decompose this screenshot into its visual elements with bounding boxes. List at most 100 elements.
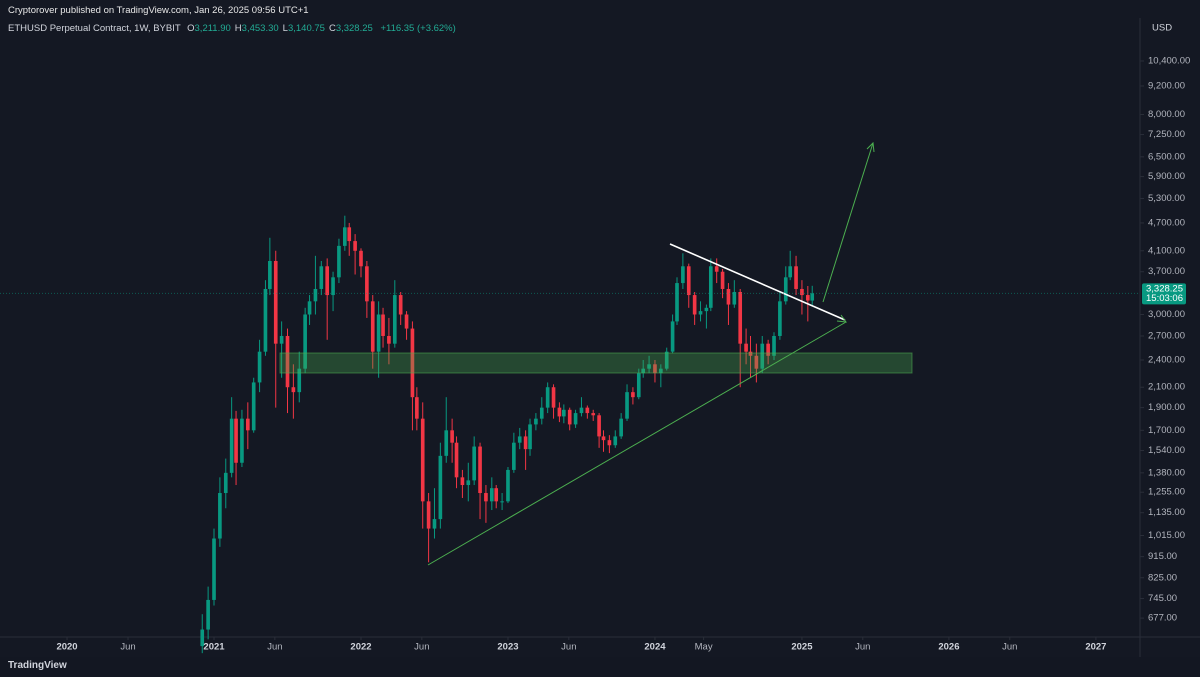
candle-body bbox=[675, 283, 679, 322]
candle-body bbox=[788, 266, 793, 278]
candle-body bbox=[805, 295, 810, 301]
publisher-line: Cryptorover published on TradingView.com… bbox=[8, 5, 309, 16]
y-tick-label: 4,700.00 bbox=[1148, 217, 1185, 228]
candle-body bbox=[291, 387, 296, 393]
x-tick-label: Jun bbox=[267, 642, 282, 653]
candle-body bbox=[229, 418, 234, 473]
candle-body bbox=[754, 355, 759, 369]
candle-body bbox=[410, 328, 415, 398]
ohlc-value: 3,453.30 bbox=[241, 23, 279, 34]
y-tick-label: 1,015.00 bbox=[1148, 530, 1185, 541]
candle-body bbox=[636, 373, 641, 398]
x-tick-label: Jun bbox=[414, 642, 429, 653]
candle-body bbox=[744, 343, 748, 352]
candle-body bbox=[534, 418, 538, 425]
candle-body bbox=[313, 288, 318, 302]
candle-body bbox=[450, 430, 454, 443]
candle-body bbox=[376, 314, 381, 352]
symbol-legend: ETHUSD Perpetual Contract, 1W, BYBIT O3,… bbox=[8, 23, 456, 34]
candle-body bbox=[714, 266, 719, 272]
candle-body bbox=[810, 293, 815, 301]
x-tick-label: 2025 bbox=[791, 642, 813, 653]
candle-body bbox=[647, 364, 651, 369]
ohlc-key: H bbox=[234, 23, 242, 34]
y-tick-label: 6,500.00 bbox=[1148, 151, 1185, 162]
candle-body bbox=[353, 241, 357, 251]
candle-body bbox=[738, 291, 743, 344]
support-line bbox=[427, 321, 847, 566]
price-tag bbox=[1142, 283, 1186, 305]
y-tick-label: 1,135.00 bbox=[1148, 507, 1185, 518]
candle-body bbox=[573, 413, 578, 425]
candle-body bbox=[681, 266, 685, 284]
candle-body bbox=[562, 409, 566, 417]
y-tick-label: 2,700.00 bbox=[1148, 330, 1185, 341]
x-tick-label: Jun bbox=[561, 642, 576, 653]
candle-body bbox=[370, 301, 375, 352]
candle-body bbox=[585, 407, 590, 414]
candle-body bbox=[331, 277, 335, 296]
candle-body bbox=[454, 442, 459, 478]
candle-body bbox=[512, 442, 516, 470]
y-tick-label: 1,540.00 bbox=[1148, 445, 1185, 456]
candle-body bbox=[766, 343, 770, 356]
candle-body bbox=[778, 301, 782, 336]
candle-body bbox=[273, 260, 278, 344]
candle-body bbox=[240, 418, 244, 463]
candle-body bbox=[659, 368, 663, 374]
candle-body bbox=[381, 314, 385, 336]
projection-arrow bbox=[822, 142, 874, 303]
candle-body bbox=[359, 250, 363, 267]
candle-body bbox=[303, 314, 307, 369]
candle-body bbox=[692, 295, 697, 315]
y-tick-label: 9,200.00 bbox=[1148, 80, 1185, 91]
y-tick-label: 677.00 bbox=[1148, 613, 1177, 624]
candle-body bbox=[726, 288, 731, 305]
candle-body bbox=[234, 418, 238, 463]
y-tick-label: 1,700.00 bbox=[1148, 425, 1185, 436]
y-tick-label: 745.00 bbox=[1148, 593, 1177, 604]
x-tick-label: 2026 bbox=[938, 642, 959, 653]
x-tick-label: 2021 bbox=[203, 642, 225, 653]
candle-body bbox=[200, 629, 205, 647]
y-tick-label: 2,100.00 bbox=[1148, 382, 1185, 393]
candle-body bbox=[567, 409, 572, 425]
y-tick-label: 5,900.00 bbox=[1148, 171, 1185, 182]
ohlc-values: O3,211.90 H3,453.30 L3,140.75 C3,328.25 bbox=[183, 23, 373, 34]
candle-body bbox=[625, 392, 629, 419]
candle-body bbox=[748, 351, 753, 356]
candle-body bbox=[325, 266, 330, 296]
candle-body bbox=[307, 301, 312, 315]
candle-body bbox=[794, 266, 798, 289]
candle-body bbox=[601, 436, 606, 441]
candle-body bbox=[218, 493, 222, 539]
candle-body bbox=[337, 245, 341, 278]
candle-body bbox=[223, 472, 228, 494]
candle-body bbox=[704, 307, 709, 312]
y-tick-label: 915.00 bbox=[1148, 551, 1177, 562]
candle-body bbox=[392, 295, 397, 344]
candle-body bbox=[528, 424, 532, 450]
y-tick-label: 5,300.00 bbox=[1148, 193, 1185, 204]
arrow-head bbox=[866, 141, 875, 153]
candle-body bbox=[517, 436, 522, 443]
candle-body bbox=[607, 440, 612, 446]
candle-body bbox=[551, 387, 556, 408]
x-tick-label: 2020 bbox=[56, 642, 77, 653]
y-tick-label: 8,000.00 bbox=[1148, 109, 1185, 120]
candle-body bbox=[478, 446, 482, 494]
candle-body bbox=[257, 351, 262, 383]
candle-body bbox=[698, 311, 703, 315]
candle-body bbox=[631, 392, 635, 398]
candle-body bbox=[772, 335, 776, 356]
arrow-head bbox=[836, 314, 848, 323]
candle-body bbox=[398, 295, 403, 315]
ohlc-value: 3,328.25 bbox=[335, 23, 373, 34]
ohlc-key: O bbox=[187, 23, 195, 34]
candle-body bbox=[206, 599, 210, 630]
candle-body bbox=[653, 364, 657, 374]
candle-body bbox=[800, 288, 804, 296]
drawings bbox=[279, 141, 913, 566]
